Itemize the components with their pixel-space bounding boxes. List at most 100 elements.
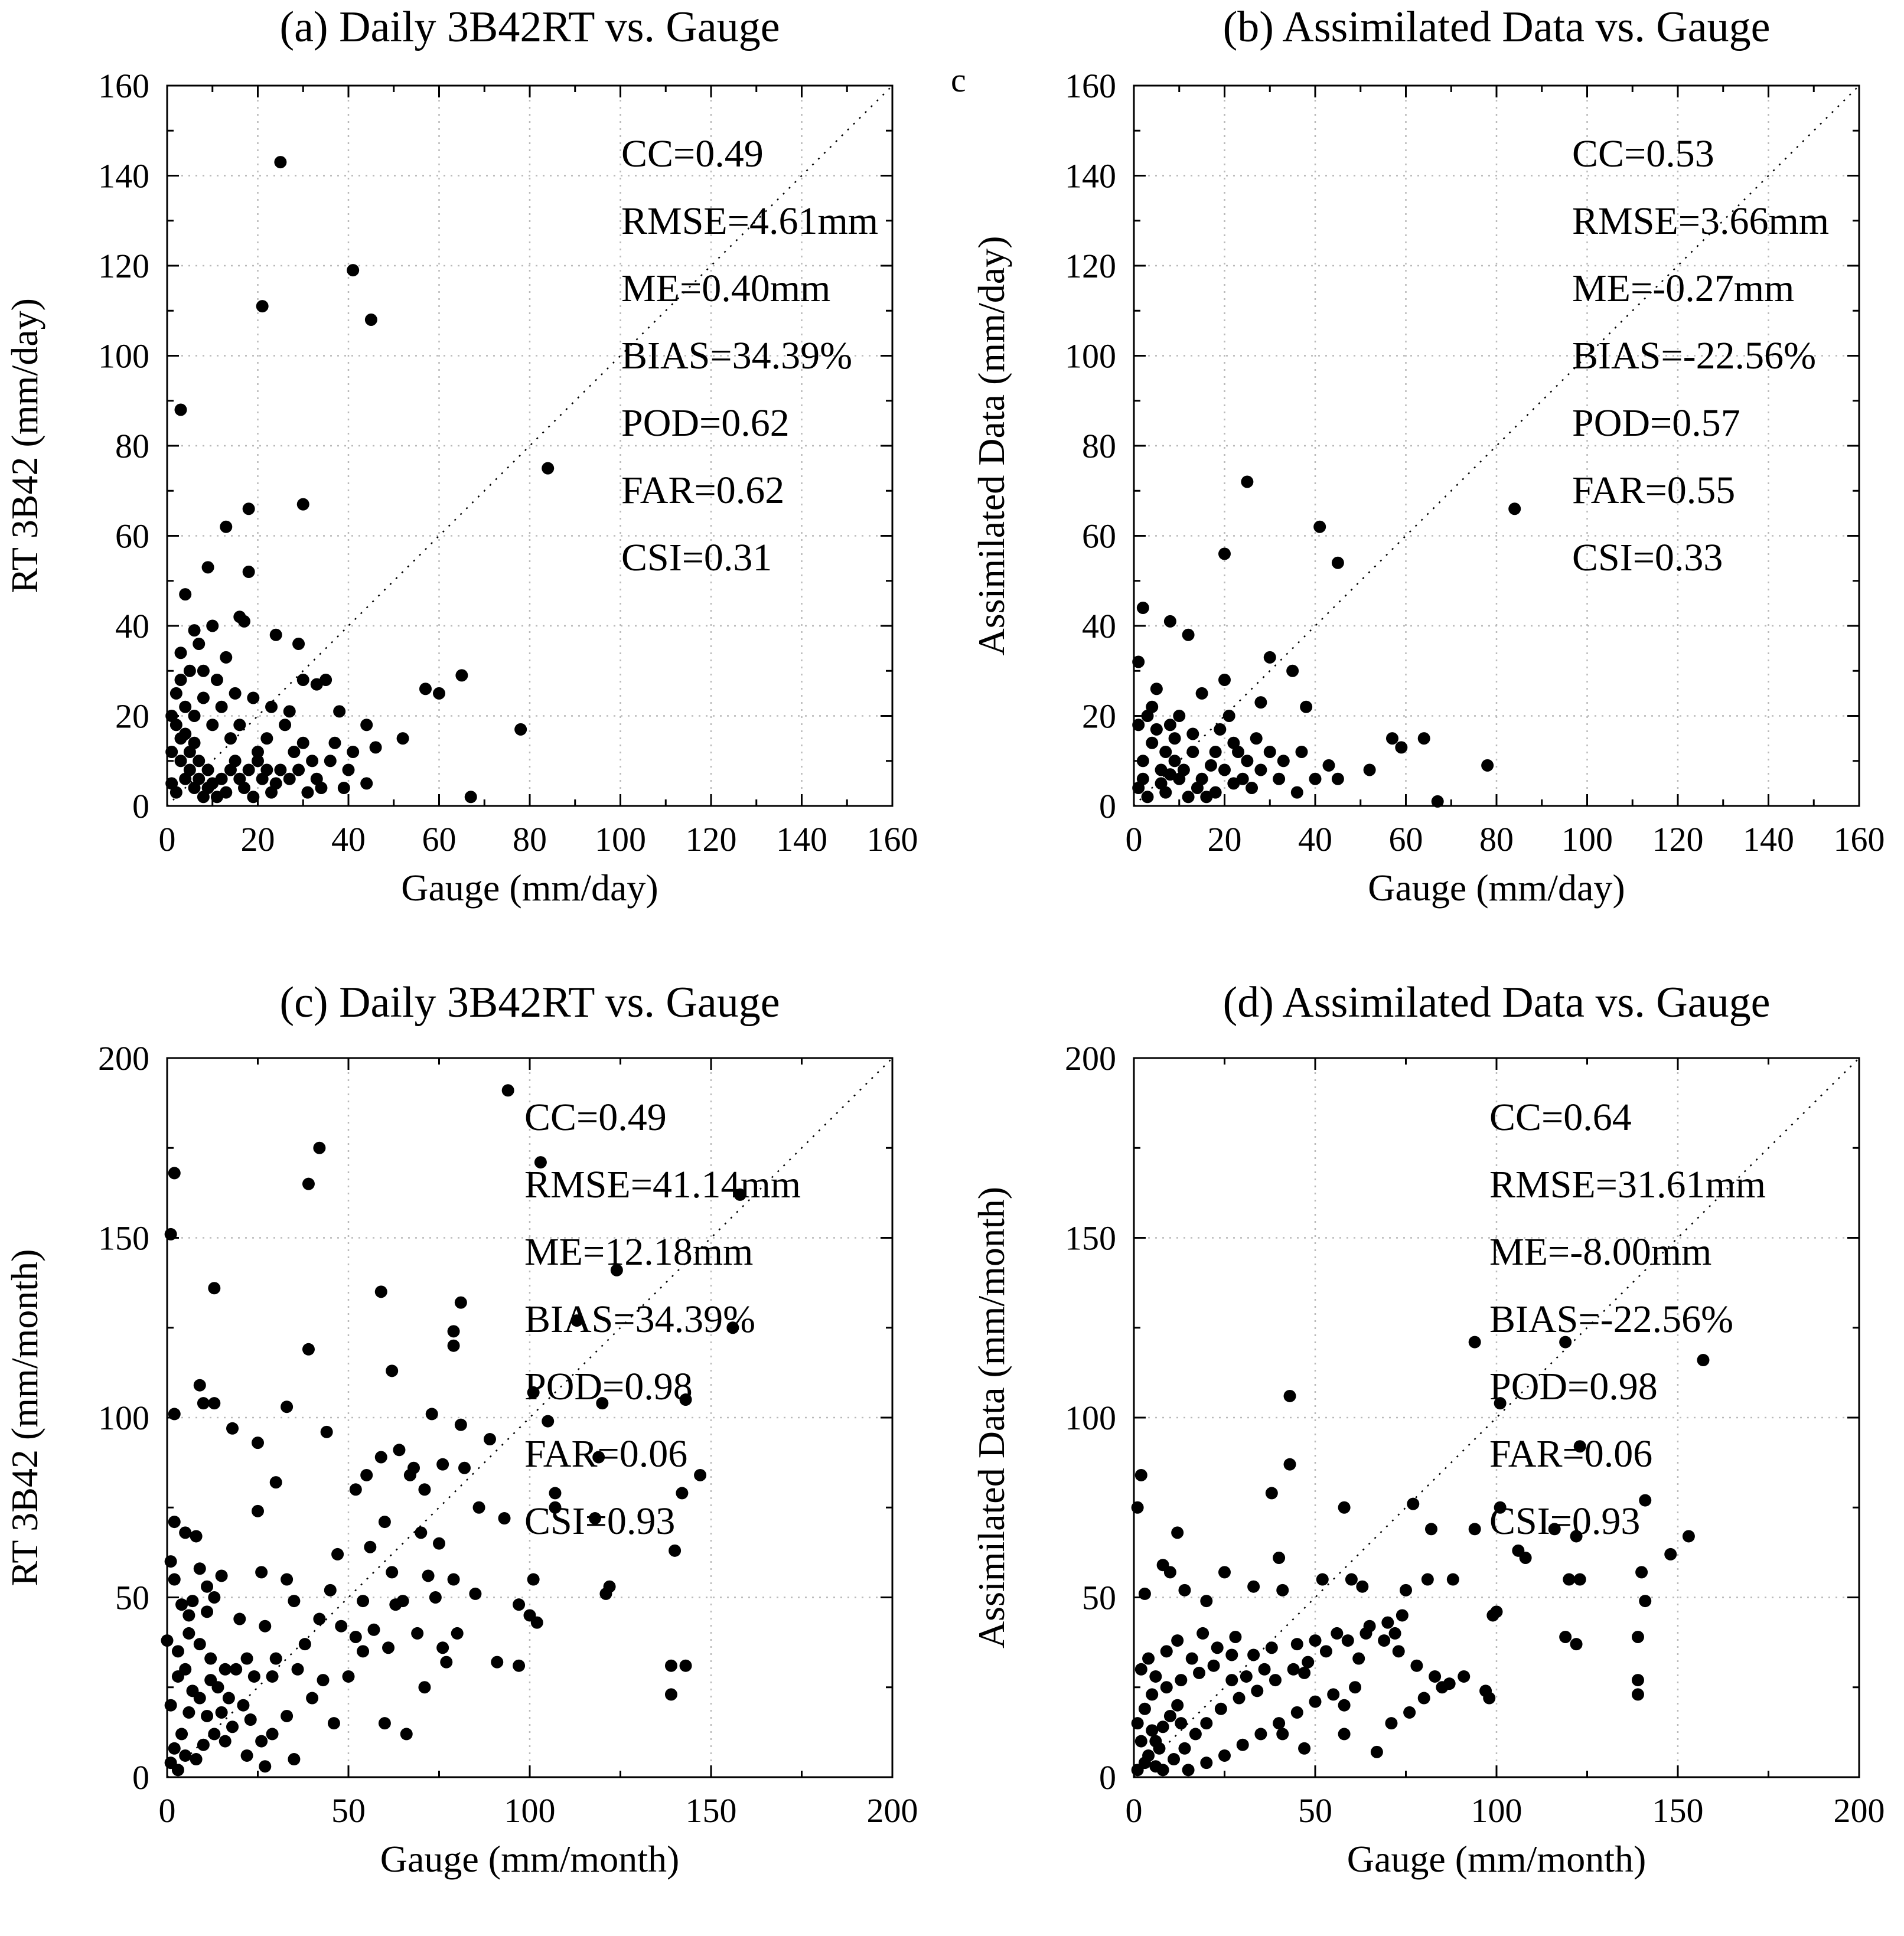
- data-point: [1132, 655, 1145, 668]
- data-point: [242, 763, 255, 776]
- data-point: [281, 1573, 294, 1586]
- data-point: [1436, 1681, 1449, 1694]
- data-point: [175, 1728, 188, 1741]
- y-tick-label: 100: [1065, 337, 1116, 376]
- data-point: [281, 1400, 294, 1413]
- x-tick-label: 60: [422, 820, 457, 858]
- y-tick-label: 200: [1065, 1039, 1116, 1078]
- data-point: [1136, 755, 1149, 768]
- data-point: [1218, 547, 1231, 560]
- data-point: [1163, 1709, 1176, 1722]
- data-point: [1241, 755, 1254, 768]
- data-point: [1276, 1584, 1289, 1597]
- data-point: [1302, 1656, 1315, 1669]
- data-point: [1178, 1742, 1191, 1755]
- x-tick-label: 40: [1298, 820, 1332, 858]
- data-point: [269, 1476, 282, 1489]
- data-point: [542, 1415, 555, 1428]
- data-point: [210, 674, 223, 686]
- data-point: [333, 705, 346, 718]
- data-point: [1286, 664, 1299, 677]
- data-point: [542, 462, 555, 475]
- y-tick-label: 60: [115, 517, 149, 556]
- data-point: [1378, 1634, 1391, 1647]
- x-tick-label: 140: [1743, 820, 1794, 858]
- data-point: [1178, 1584, 1191, 1597]
- data-point: [201, 561, 214, 574]
- data-point: [193, 755, 206, 768]
- data-point: [1331, 772, 1344, 785]
- data-point: [386, 1364, 399, 1377]
- data-point: [327, 1717, 340, 1730]
- x-tick-label: 200: [1834, 1791, 1885, 1830]
- data-point: [1385, 732, 1398, 745]
- data-point: [252, 755, 264, 768]
- data-point: [726, 1321, 739, 1334]
- data-point: [347, 746, 360, 758]
- data-point: [447, 1573, 460, 1586]
- data-point: [240, 1652, 253, 1665]
- data-point: [201, 1605, 214, 1618]
- data-point: [1254, 696, 1267, 709]
- data-point: [1273, 772, 1286, 785]
- data-point: [1298, 1666, 1311, 1679]
- data-point: [1481, 759, 1494, 772]
- data-point: [367, 1623, 380, 1636]
- data-point: [1185, 1652, 1198, 1665]
- data-point: [324, 755, 337, 768]
- data-point: [1363, 763, 1376, 776]
- data-point: [1247, 1580, 1260, 1593]
- data-point: [186, 1684, 199, 1697]
- data-point: [1218, 674, 1231, 686]
- data-point: [530, 1616, 543, 1629]
- data-point: [1136, 602, 1149, 614]
- data-point: [1277, 755, 1290, 768]
- data-point: [240, 1749, 253, 1762]
- data-point: [165, 710, 178, 722]
- data-point: [1138, 1702, 1151, 1715]
- data-point: [513, 1659, 526, 1672]
- stat-label: CSI=0.33: [1572, 536, 1723, 579]
- data-point: [664, 1659, 677, 1672]
- data-point: [1177, 763, 1190, 776]
- stat-label: ME=-0.27mm: [1572, 267, 1794, 310]
- x-tick-label: 100: [1471, 1791, 1522, 1830]
- data-point: [1207, 1659, 1220, 1672]
- data-point: [179, 700, 192, 713]
- y-tick-label: 100: [98, 337, 149, 376]
- data-point: [1200, 1595, 1213, 1608]
- data-point: [171, 1764, 184, 1777]
- data-point: [233, 719, 246, 732]
- data-point: [1283, 1458, 1296, 1471]
- data-point: [418, 1681, 431, 1694]
- data-point: [451, 1627, 464, 1640]
- y-tick-label: 50: [115, 1579, 149, 1617]
- y-tick-label: 150: [1065, 1219, 1116, 1258]
- data-point: [335, 1620, 348, 1633]
- data-point: [596, 1397, 609, 1410]
- data-point: [1211, 1641, 1224, 1654]
- data-point: [244, 1713, 257, 1726]
- data-point: [283, 705, 296, 718]
- data-point: [1563, 1573, 1576, 1586]
- data-point: [313, 1612, 326, 1625]
- data-point: [1236, 772, 1249, 785]
- data-point: [208, 1591, 221, 1604]
- data-point: [364, 1540, 377, 1553]
- data-point: [342, 763, 355, 776]
- data-point: [183, 664, 196, 677]
- data-point: [1141, 791, 1154, 804]
- data-point: [1559, 1630, 1572, 1643]
- data-point: [1229, 1630, 1242, 1643]
- y-axis-label: Assimilated Data (mm/day): [970, 236, 1012, 656]
- data-point: [302, 1343, 315, 1356]
- data-point: [283, 772, 296, 785]
- data-point: [233, 772, 246, 785]
- data-point: [1424, 1523, 1437, 1536]
- data-point: [1175, 1674, 1188, 1687]
- data-point: [393, 1444, 406, 1457]
- data-point: [168, 1167, 181, 1180]
- data-point: [168, 1516, 181, 1529]
- data-point: [676, 1487, 689, 1500]
- stray-text: c: [951, 61, 966, 99]
